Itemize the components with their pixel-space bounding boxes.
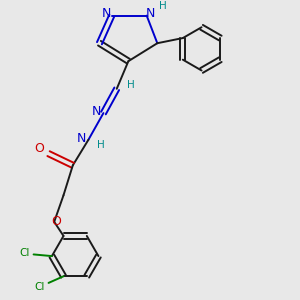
Text: N: N <box>102 8 111 20</box>
Text: H: H <box>97 140 105 150</box>
Text: N: N <box>146 8 155 20</box>
Text: N: N <box>92 105 101 118</box>
Text: O: O <box>34 142 44 155</box>
Text: H: H <box>159 1 167 11</box>
Text: N: N <box>77 131 86 145</box>
Text: Cl: Cl <box>34 282 44 292</box>
Text: H: H <box>127 80 135 90</box>
Text: O: O <box>51 215 61 228</box>
Text: Cl: Cl <box>19 248 29 258</box>
